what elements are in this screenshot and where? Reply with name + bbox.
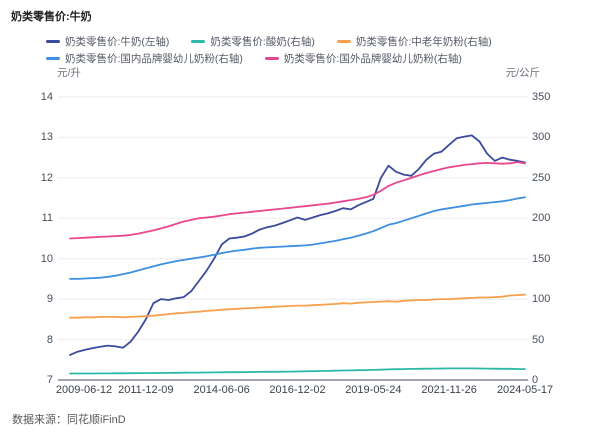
- legend-line-swatch-icon: [191, 40, 206, 43]
- legend-line-swatch-icon: [46, 57, 60, 60]
- legend-line-swatch-icon: [336, 40, 351, 43]
- legend-item-series-4[interactable]: 奶类零售价:国外品牌婴幼儿奶粉(右轴): [264, 51, 462, 66]
- y-axis-left-tick-label: 14: [40, 91, 53, 103]
- legend-row: 奶类零售价:牛奶(左轴) 奶类零售价:酸奶(右轴) 奶类零售价:中老年奶粉(右轴): [46, 33, 514, 50]
- legend: 奶类零售价:牛奶(左轴) 奶类零售价:酸奶(右轴) 奶类零售价:中老年奶粉(右轴) 奶…: [46, 33, 514, 67]
- legend-label: 奶类零售价:中老年奶粉(右轴): [355, 36, 492, 48]
- x-axis-tick-label: 2019-05-24: [345, 384, 402, 396]
- legend-line-swatch-icon: [264, 57, 279, 60]
- y-axis-right-tick-label: 200: [532, 212, 551, 225]
- y-axis-right-tick-label: 0: [532, 374, 539, 386]
- y-axis-right-tick-label: 300: [532, 131, 551, 144]
- legend-label: 奶类零售价:牛奶(左轴): [65, 36, 170, 48]
- legend-row: 奶类零售价:国内品牌婴幼儿奶粉(右轴) 奶类零售价:国外品牌婴幼儿奶粉(右轴): [46, 50, 514, 67]
- legend-item-series-2[interactable]: 奶类零售价:中老年奶粉(右轴): [336, 34, 492, 49]
- y-axis-left-tick-label: 9: [46, 293, 53, 306]
- y-axis-right-tick-label: 350: [532, 91, 551, 103]
- x-axis-tick-label: 2014-06-06: [193, 384, 250, 396]
- legend-label: 奶类零售价:国外品牌婴幼儿奶粉(右轴): [283, 53, 462, 65]
- y-axis-right-tick-label: 150: [532, 252, 551, 265]
- x-axis-tick-label: 2024-05-17: [496, 384, 554, 396]
- y-axis-left-tick-label: 11: [41, 212, 53, 225]
- y-axis-left-tick-label: 10: [40, 252, 53, 265]
- series-line-3: [69, 196, 526, 280]
- right-axis-unit-label: 元/公斤: [505, 67, 540, 79]
- legend-label: 奶类零售价:酸奶(右轴): [210, 36, 315, 48]
- legend-item-series-0[interactable]: 奶类零售价:牛奶(左轴): [46, 34, 169, 49]
- y-axis-right-tick-label: 100: [532, 293, 551, 306]
- series-line-2: [69, 293, 526, 319]
- legend-item-series-1[interactable]: 奶类零售价:酸奶(右轴): [191, 34, 315, 49]
- x-axis-tick-label: 2011-12-09: [118, 384, 174, 396]
- y-axis-right-tick-label: 250: [532, 171, 551, 184]
- legend-label: 奶类零售价:国内品牌婴幼儿奶粉(右轴): [65, 53, 243, 65]
- legend-item-series-3[interactable]: 奶类零售价:国内品牌婴幼儿奶粉(右轴): [46, 51, 243, 66]
- series-line-0: [69, 134, 526, 356]
- x-axis-tick-label: 2016-12-02: [269, 384, 326, 396]
- left-axis-unit-label: 元/升: [57, 67, 81, 79]
- y-axis-left-tick-label: 13: [40, 131, 53, 144]
- x-axis-tick-label: 2009-06-12: [55, 384, 113, 396]
- series-line-1: [69, 367, 526, 375]
- y-axis-left-tick-label: 12: [40, 171, 53, 184]
- x-axis-tick-label: 2021-11-26: [421, 384, 477, 396]
- y-axis-left-tick-label: 7: [46, 374, 53, 386]
- series-line-4: [69, 161, 526, 240]
- chart-title: 奶类零售价:牛奶: [11, 11, 92, 23]
- y-axis-right-tick-label: 50: [532, 333, 545, 346]
- data-source-label: 数据来源：同花顺iFinD: [12, 414, 126, 426]
- y-axis-left-tick-label: 8: [46, 333, 53, 346]
- legend-line-swatch-icon: [46, 40, 60, 43]
